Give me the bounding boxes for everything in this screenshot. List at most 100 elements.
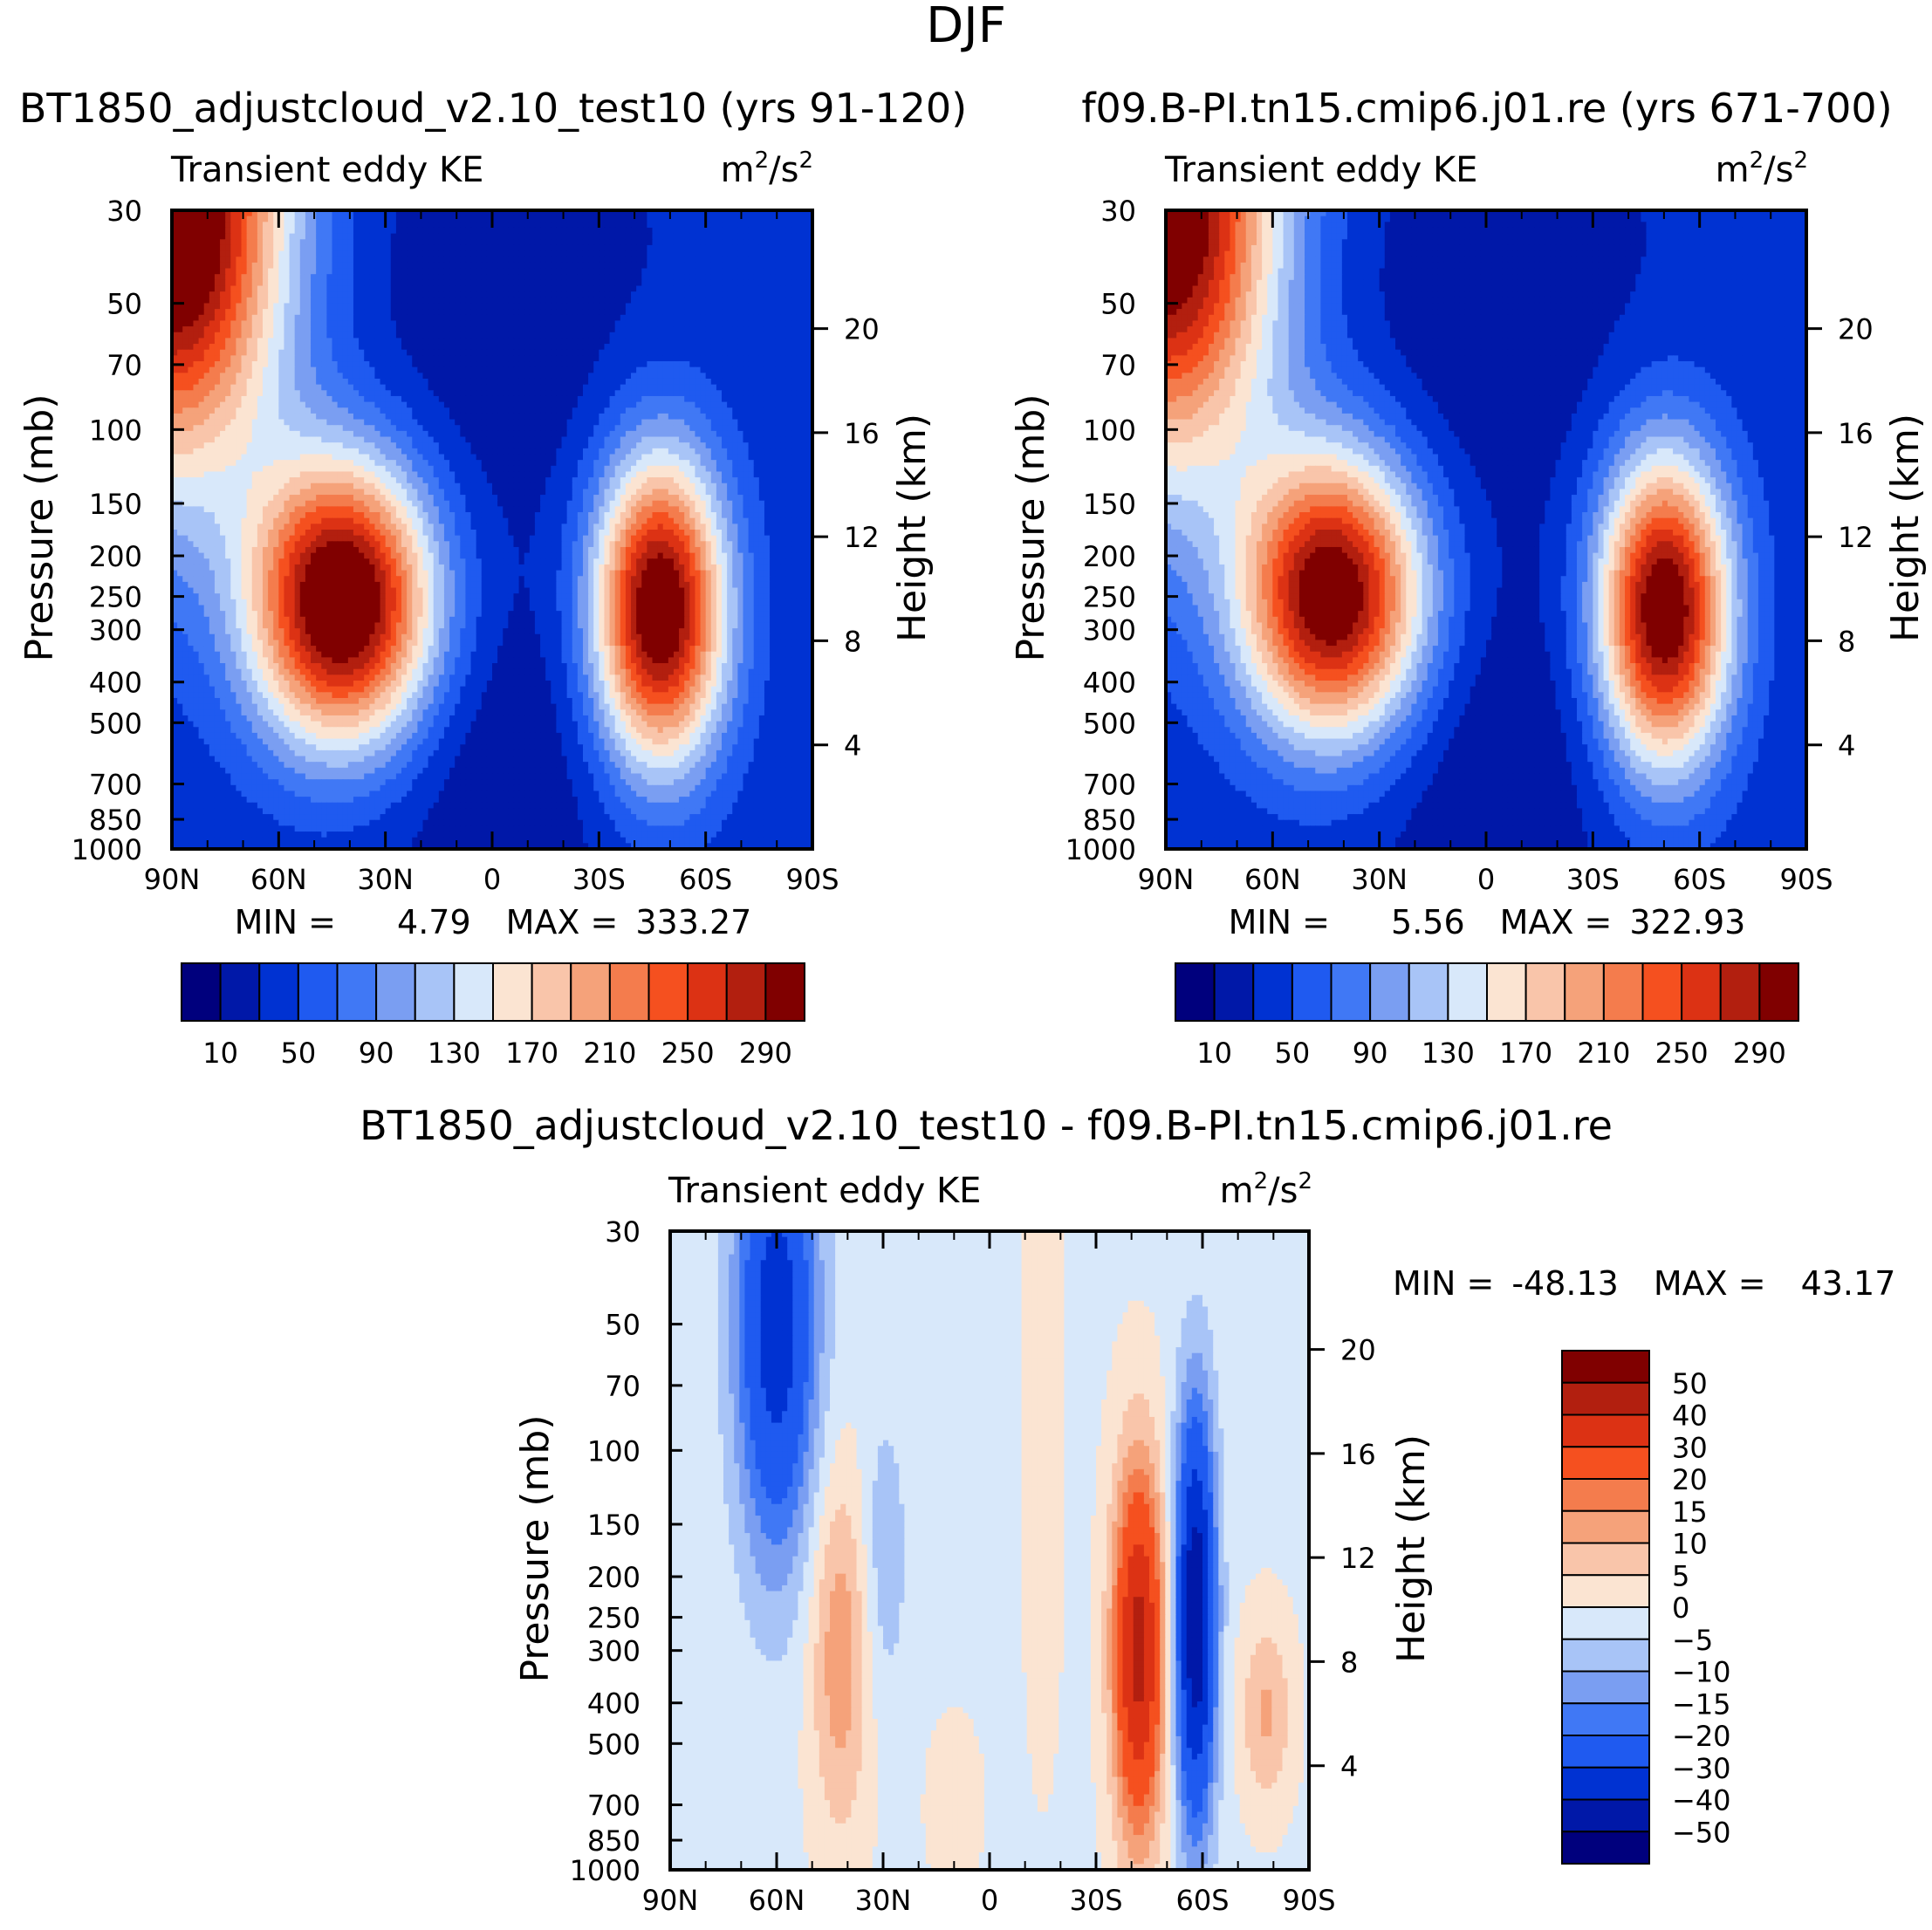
contour-cell	[268, 257, 274, 263]
contour-cell	[422, 419, 429, 426]
contour-cell	[359, 361, 365, 368]
contour-cell	[305, 430, 312, 438]
contour-cell	[577, 344, 584, 351]
contour-cell	[294, 279, 301, 287]
contour-cell	[497, 401, 504, 408]
contour-cell	[209, 257, 216, 263]
contour-cell	[294, 268, 301, 275]
contour-cell	[193, 384, 200, 391]
contour-cell	[203, 378, 210, 386]
contour-cell	[716, 395, 723, 403]
contour-cell	[780, 291, 787, 298]
contour-cell	[311, 274, 317, 281]
contour-cell	[668, 210, 675, 217]
contour-cell	[796, 257, 803, 263]
contour-cell	[577, 297, 584, 305]
contour-cell	[770, 442, 776, 449]
contour-cell	[657, 239, 664, 246]
contour-cell	[806, 268, 812, 275]
contour-cell	[332, 361, 339, 368]
contour-cell	[241, 274, 248, 281]
contour-cell	[460, 279, 467, 287]
contour-cell	[182, 407, 188, 414]
contour-cell	[737, 384, 744, 391]
contour-cell	[540, 401, 546, 408]
contour-cell	[236, 314, 243, 322]
contour-cell	[443, 373, 450, 380]
contour-cell	[609, 384, 616, 391]
contour-cell	[700, 309, 707, 316]
contour-cell	[748, 361, 755, 368]
contour-cell	[722, 297, 728, 305]
contour-cell	[753, 227, 760, 235]
contour-cell	[710, 314, 717, 322]
contour-cell	[230, 320, 236, 327]
contour-cell	[182, 291, 188, 298]
contour-cell	[422, 390, 429, 397]
contour-cell	[182, 320, 188, 327]
contour-cell	[695, 244, 702, 252]
contour-cell	[780, 268, 787, 275]
contour-cell	[209, 222, 216, 229]
contour-cell	[716, 262, 723, 270]
contour-cell	[770, 419, 776, 426]
contour-cell	[609, 338, 616, 345]
contour-cell	[775, 390, 781, 397]
contour-cell	[791, 285, 798, 292]
contour-cell	[641, 384, 647, 391]
contour-cell	[257, 285, 264, 292]
contour-cell	[428, 285, 435, 292]
contour-cell	[737, 355, 744, 362]
contour-cell	[673, 338, 680, 345]
contour-cell	[796, 395, 803, 403]
contour-cell	[470, 239, 477, 246]
contour-cell	[465, 222, 472, 229]
contour-cell	[551, 373, 557, 380]
contour-cell	[620, 297, 627, 305]
contour-cell	[401, 361, 408, 368]
contour-cell	[689, 274, 696, 281]
contour-cell	[577, 349, 584, 356]
contour-cell	[294, 262, 301, 270]
contour-cell	[241, 338, 248, 345]
contour-cell	[241, 239, 248, 246]
contour-cell	[737, 239, 744, 246]
contour-cell	[209, 349, 216, 356]
contour-cell	[700, 297, 707, 305]
contour-cell	[262, 442, 269, 449]
contour-cell	[662, 291, 669, 298]
contour-cell	[481, 442, 488, 449]
contour-cell	[417, 413, 424, 421]
contour-cell	[604, 320, 611, 327]
contour-cell	[529, 361, 536, 368]
contour-cell	[380, 250, 387, 257]
contour-cell	[631, 250, 637, 257]
contour-cell	[577, 279, 584, 287]
contour-cell	[732, 227, 738, 235]
contour-cell	[806, 250, 812, 257]
contour-cell	[433, 291, 440, 298]
contour-cell	[556, 227, 563, 235]
contour-cell	[764, 314, 771, 322]
contour-cell	[251, 291, 258, 298]
contour-cell	[770, 378, 776, 386]
contour-cell	[390, 430, 397, 438]
contour-cell	[172, 366, 178, 373]
contour-cell	[193, 244, 200, 252]
contour-cell	[289, 291, 296, 298]
contour-cell	[188, 239, 195, 246]
contour-cell	[225, 378, 231, 386]
contour-cell	[582, 309, 589, 316]
contour-cell	[305, 384, 312, 391]
contour-cell	[428, 309, 435, 316]
contour-cell	[497, 257, 504, 263]
contour-cell	[524, 390, 531, 397]
contour-cell	[513, 216, 520, 222]
contour-cell	[412, 297, 418, 305]
contour-cell	[289, 425, 296, 432]
contour-cell	[662, 309, 669, 316]
contour-cell	[443, 257, 450, 263]
contour-cell	[278, 239, 285, 246]
contour-cell	[443, 448, 450, 455]
contour-cell	[614, 355, 621, 362]
